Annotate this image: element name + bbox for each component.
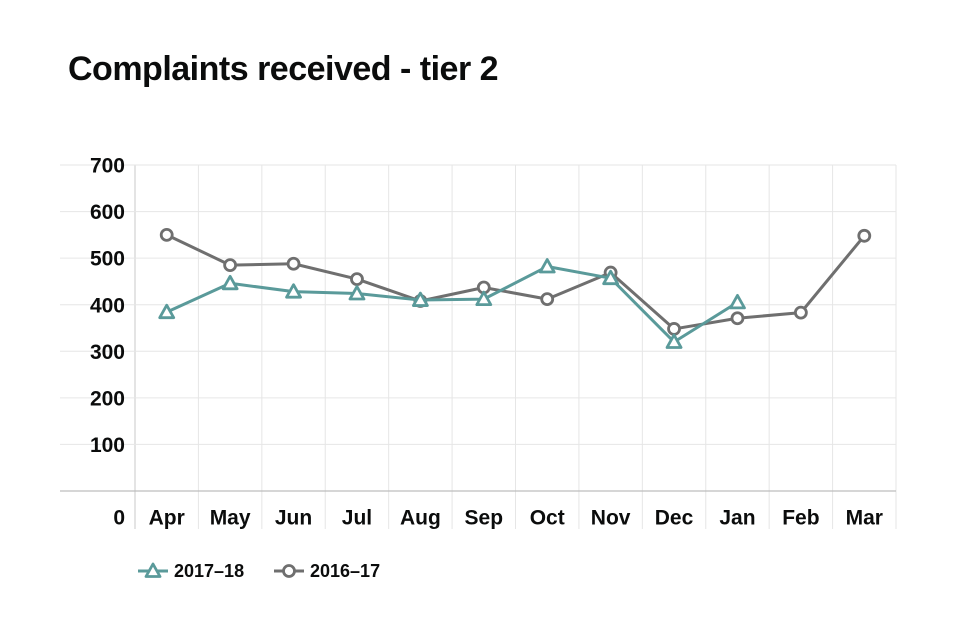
legend-marker-circle [282, 564, 296, 578]
y-tick-label: 0 [113, 507, 125, 530]
x-tick-label: Aug [400, 507, 441, 530]
data-point-circle [286, 256, 301, 271]
data-point-circle [159, 227, 174, 242]
data-point-triangle [602, 269, 620, 286]
data-point-triangle [538, 258, 556, 274]
data-point-circle [223, 258, 238, 273]
legend-item: 2017–18 [138, 561, 244, 581]
y-tick-label: 300 [90, 341, 125, 364]
data-point-circle [350, 272, 364, 287]
data-point-triangle [158, 303, 176, 320]
data-point-circle [540, 292, 555, 307]
x-tick-label: Dec [655, 507, 694, 530]
legend-label: 2016–17 [310, 561, 380, 581]
series-line-2017-18 [166, 265, 739, 344]
y-tick-label: 600 [90, 201, 125, 224]
data-point-circle [730, 311, 745, 326]
data-point-triangle [665, 333, 683, 349]
x-tick-label: Apr [149, 507, 185, 530]
data-point-triangle [285, 283, 302, 299]
x-tick-label: Sep [465, 507, 504, 530]
data-point-circle [857, 228, 872, 243]
y-tick-label: 200 [90, 387, 125, 410]
data-point-triangle [348, 285, 366, 301]
series-line-2016-17 [166, 233, 866, 331]
x-tick-label: Feb [782, 507, 819, 530]
y-tick-label: 500 [90, 248, 125, 271]
data-point-triangle [729, 293, 746, 310]
data-point-circle [793, 305, 808, 320]
y-tick-label: 700 [90, 155, 125, 178]
data-point-circle [667, 322, 681, 336]
y-tick-label: 100 [90, 434, 125, 457]
x-tick-label: Jul [342, 507, 372, 530]
x-tick-label: Jun [275, 507, 312, 530]
x-tick-label: Jan [719, 507, 755, 530]
legend-label: 2017–18 [174, 561, 244, 581]
chart-title: Complaints received - tier 2 [68, 50, 499, 88]
x-tick-label: Oct [530, 507, 565, 530]
x-tick-label: Nov [591, 507, 631, 530]
x-tick-label: May [210, 507, 251, 530]
data-point-triangle [221, 274, 239, 291]
x-tick-label: Mar [846, 507, 883, 530]
data-point-triangle [411, 291, 429, 307]
data-point-triangle [475, 290, 493, 307]
y-tick-label: 400 [90, 294, 125, 317]
legend-item: 2016–17 [274, 561, 380, 581]
legend-marker-triangle [144, 562, 162, 578]
